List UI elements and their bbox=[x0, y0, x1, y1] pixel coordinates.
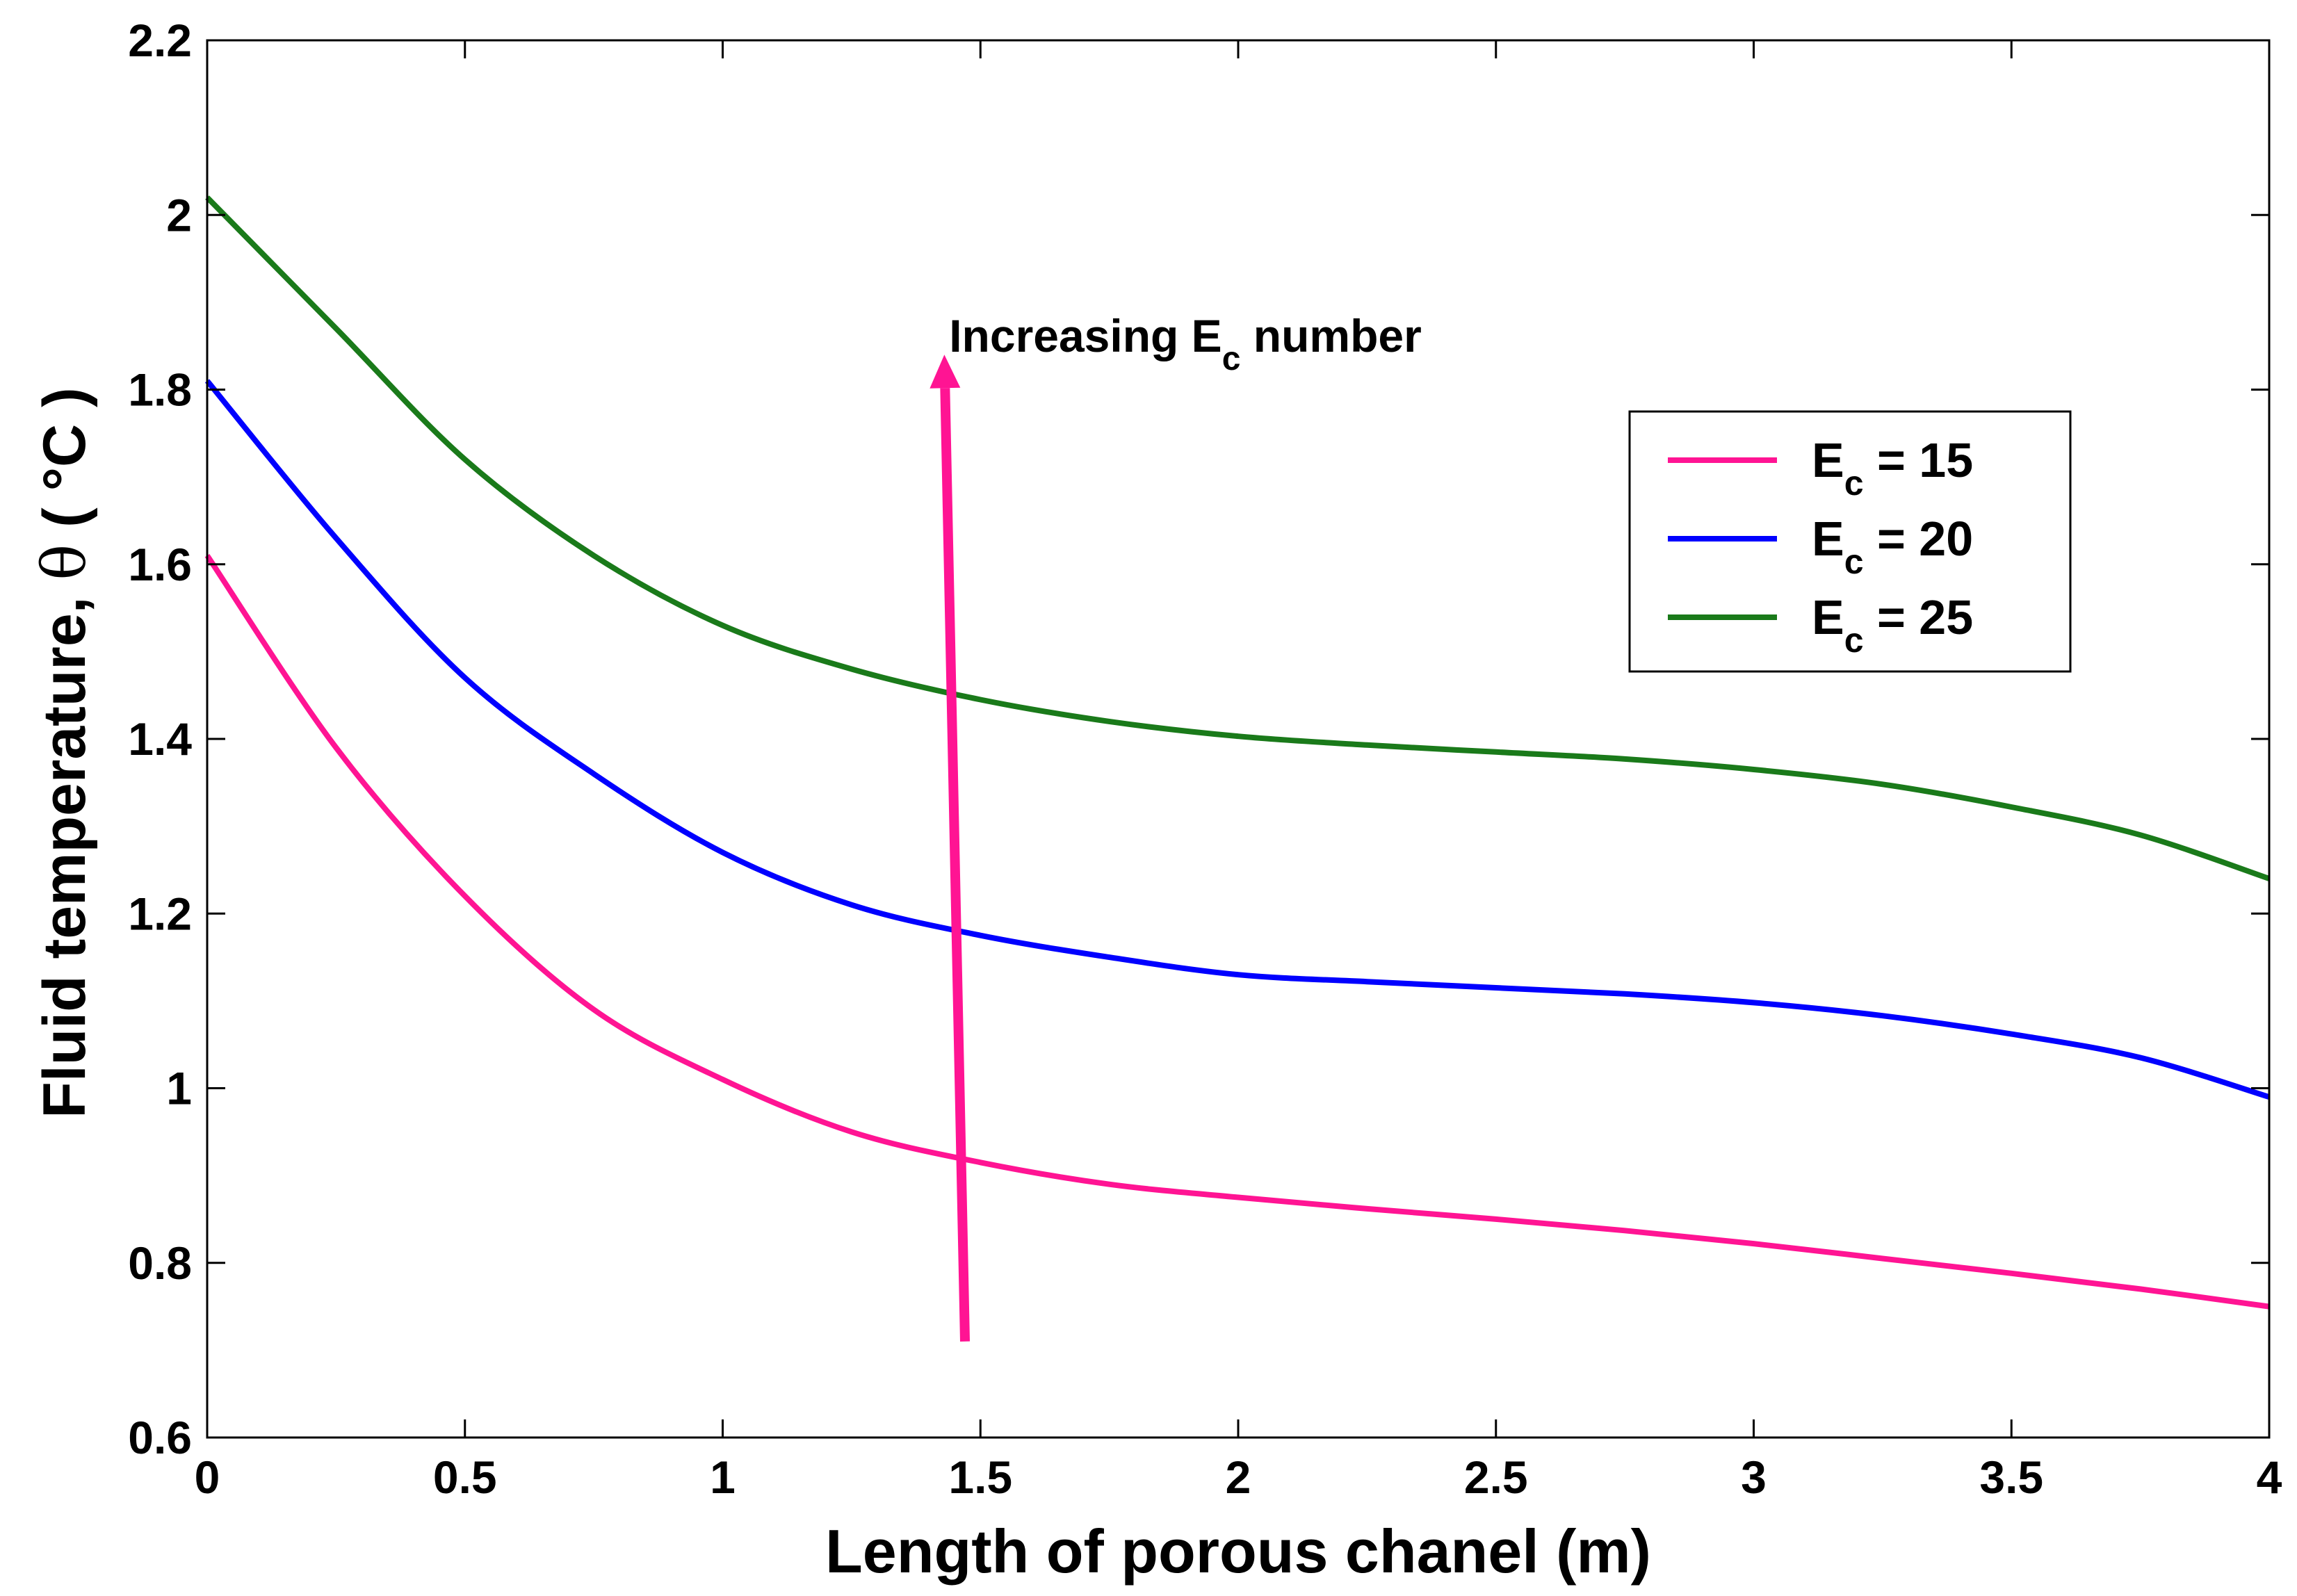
increasing-ec-annotation: Increasing Ec number bbox=[930, 310, 1422, 1342]
annotation-arrow-shaft bbox=[940, 388, 971, 1342]
legend-label-prefix: E bbox=[1812, 590, 1844, 644]
y-axis-label: Fluid temperature, θ ( °C ) bbox=[30, 387, 99, 1118]
y-tick-label: 1.2 bbox=[128, 888, 192, 939]
axis-ticks-group: 0 0.5 1 1.5 2 2.5 3 3.5 4 0.6 0.8 1 1.2 1.4 1.6 1.8 2 2.2 bbox=[128, 15, 2282, 1503]
x-tick-label: 0 bbox=[195, 1451, 220, 1503]
annotation-text-prefix: Increasing E bbox=[949, 310, 1222, 361]
annotation-text-suffix: number bbox=[1240, 310, 1421, 361]
series-line-3 bbox=[205, 195, 2271, 881]
x-tick-label: 3.5 bbox=[1979, 1451, 2043, 1503]
x-axis-label: Length of porous chanel (m) bbox=[825, 1517, 1651, 1586]
x-tick-label: 3 bbox=[1741, 1451, 1767, 1503]
y-tick-label: 1 bbox=[166, 1063, 192, 1114]
legend-label-1: Ec = 15 bbox=[1812, 433, 1973, 503]
plot-series-group bbox=[204, 195, 2271, 1310]
annotation-arrow-head bbox=[930, 355, 961, 389]
legend-label-sub: c bbox=[1844, 621, 1864, 660]
legend-label-3: Ec = 25 bbox=[1812, 590, 1973, 660]
y-tick-label: 0.6 bbox=[128, 1412, 192, 1463]
legend-label-suffix: = 20 bbox=[1864, 512, 1974, 566]
y-tick-label: 1.8 bbox=[128, 364, 192, 416]
legend-label-suffix: = 25 bbox=[1864, 590, 1974, 644]
legend-label-prefix: E bbox=[1812, 433, 1844, 487]
y-tick-label: 2 bbox=[166, 189, 192, 241]
x-tick-label: 2 bbox=[1226, 1451, 1251, 1503]
legend-label-sub: c bbox=[1844, 464, 1864, 503]
annotation-text: Increasing Ec number bbox=[949, 310, 1422, 377]
y-tick-label: 1.6 bbox=[128, 539, 192, 590]
series-line-1 bbox=[204, 553, 2270, 1310]
legend-label-2: Ec = 20 bbox=[1812, 512, 1973, 581]
y-tick-label: 0.8 bbox=[128, 1237, 192, 1289]
y-tick-label: 1.4 bbox=[128, 713, 192, 765]
legend-label-suffix: = 15 bbox=[1864, 433, 1974, 487]
y-axis-label-unit: ( °C ) bbox=[31, 387, 98, 544]
legend-label-prefix: E bbox=[1812, 512, 1844, 566]
x-tick-label: 4 bbox=[2257, 1451, 2282, 1503]
x-tick-label: 2.5 bbox=[1464, 1451, 1528, 1503]
x-tick-label: 0.5 bbox=[433, 1451, 497, 1503]
x-tick-label: 1.5 bbox=[948, 1451, 1012, 1503]
x-tick-label: 1 bbox=[710, 1451, 736, 1503]
y-axis-label-main: Fluid temperature, bbox=[31, 580, 98, 1118]
series-line-2 bbox=[204, 379, 2271, 1100]
y-axis-label-symbol: θ bbox=[30, 544, 99, 580]
legend-label-sub: c bbox=[1844, 542, 1864, 581]
annotation-text-sub: c bbox=[1222, 341, 1241, 377]
y-tick-label: 2.2 bbox=[128, 15, 192, 66]
